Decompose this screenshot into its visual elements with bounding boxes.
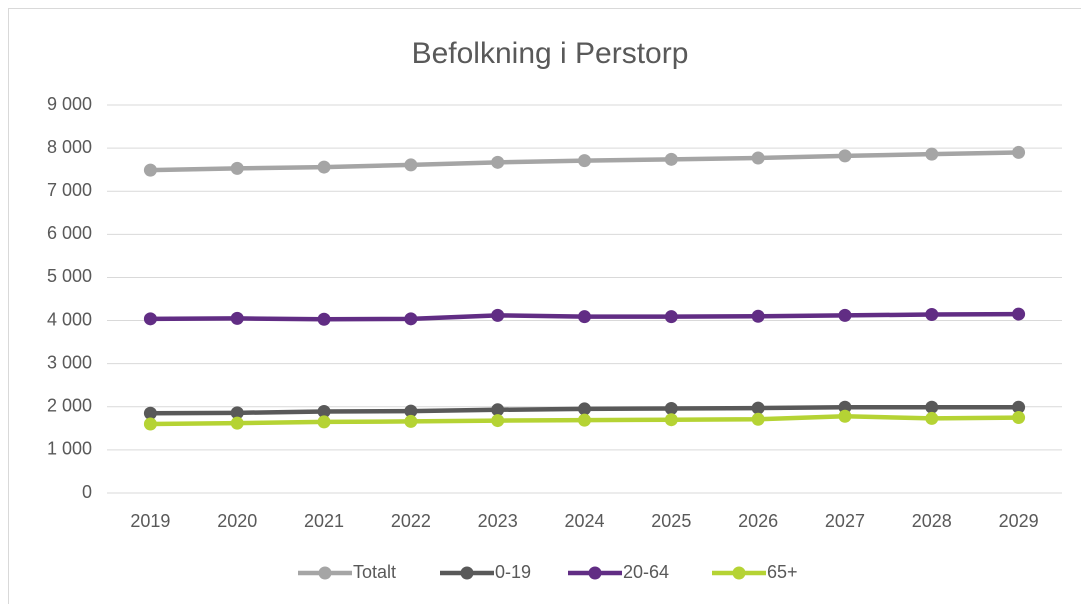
data-point: [404, 404, 418, 418]
data-point: [143, 312, 157, 326]
y-tick-label: 8 000: [47, 137, 92, 157]
legend-marker: [732, 566, 746, 580]
legend-label: Totalt: [353, 562, 396, 582]
x-tick-label: 2024: [564, 511, 604, 531]
data-point: [491, 403, 505, 417]
data-point: [664, 152, 678, 166]
legend-marker: [460, 566, 474, 580]
chart-title: Befolkning i Perstorp: [412, 37, 689, 70]
x-tick-label: 2027: [825, 511, 865, 531]
data-point: [838, 409, 852, 423]
data-point: [404, 158, 418, 172]
data-point: [143, 163, 157, 177]
x-tick-label: 2028: [912, 511, 952, 531]
y-tick-label: 2 000: [47, 396, 92, 416]
data-point: [143, 406, 157, 420]
data-point: [1012, 307, 1026, 321]
y-tick-label: 3 000: [47, 352, 92, 372]
data-point: [578, 413, 591, 427]
data-point: [838, 308, 852, 322]
data-point: [1012, 145, 1026, 159]
data-point: [664, 402, 678, 416]
x-tick-label: 2021: [304, 511, 344, 531]
x-tick-label: 2022: [391, 511, 431, 531]
data-point: [230, 416, 244, 430]
data-point: [751, 151, 765, 165]
y-tick-label: 6 000: [47, 223, 92, 243]
data-point: [143, 417, 157, 431]
data-point: [751, 401, 765, 415]
data-point: [230, 406, 244, 420]
data-point: [664, 413, 678, 427]
data-point: [1012, 411, 1026, 425]
data-point: [925, 411, 939, 425]
y-tick-label: 0: [82, 482, 92, 502]
y-tick-label: 5 000: [47, 266, 92, 286]
x-tick-label: 2029: [999, 511, 1039, 531]
legend-label: 20-64: [623, 562, 669, 582]
y-tick-label: 1 000: [47, 439, 92, 459]
data-point: [230, 311, 244, 325]
chart-border: [8, 8, 1081, 604]
data-point: [925, 308, 939, 322]
data-point: [578, 402, 591, 416]
data-point: [317, 312, 331, 326]
data-point: [317, 415, 331, 429]
data-point: [664, 310, 678, 324]
y-tick-label: 7 000: [47, 180, 92, 200]
y-tick-label: 9 000: [47, 94, 92, 114]
x-tick-label: 2019: [130, 511, 170, 531]
data-point: [1012, 400, 1026, 414]
data-point: [925, 147, 939, 161]
data-point: [838, 400, 852, 414]
data-point: [491, 308, 505, 322]
y-tick-label: 4 000: [47, 309, 92, 329]
data-point: [578, 154, 591, 168]
data-point: [751, 412, 765, 426]
data-point: [317, 160, 331, 174]
data-point: [491, 414, 505, 428]
data-point: [404, 312, 418, 326]
x-tick-label: 2026: [738, 511, 778, 531]
data-point: [925, 400, 939, 414]
data-point: [404, 414, 418, 428]
legend-marker: [588, 566, 602, 580]
legend-label: 0-19: [495, 562, 531, 582]
legend-label: 65+: [767, 562, 798, 582]
data-point: [230, 161, 244, 175]
x-tick-label: 2020: [217, 511, 257, 531]
x-tick-label: 2023: [478, 511, 518, 531]
data-point: [751, 309, 765, 323]
x-tick-label: 2025: [651, 511, 691, 531]
legend-marker: [318, 566, 332, 580]
data-point: [491, 155, 505, 169]
data-point: [578, 310, 591, 324]
data-point: [838, 149, 852, 163]
data-point: [317, 405, 331, 419]
